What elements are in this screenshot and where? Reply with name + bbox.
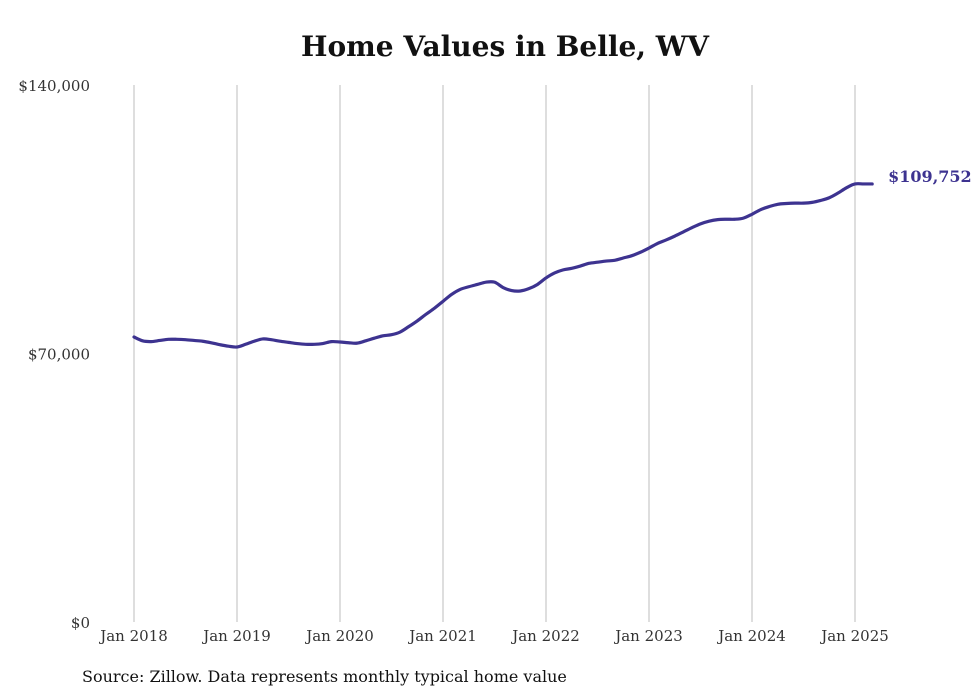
x-tick-label: Jan 2025 [819,627,889,645]
source-note: Source: Zillow. Data represents monthly … [82,667,567,686]
vertical-gridlines [133,85,856,622]
data-labels: $109,752 [888,167,972,186]
x-tick-label: Jan 2018 [98,627,168,645]
x-tick-label: Jan 2023 [613,627,683,645]
series-layer [132,182,874,349]
x-tick-label: Jan 2022 [510,627,580,645]
x-tick-label: Jan 2021 [407,627,477,645]
x-axis-tick-labels: Jan 2018 Jan 2019 Jan 2020 Jan 2021 Jan 2022… [98,627,889,645]
y-tick-label: $0 [71,614,90,632]
y-tick-label: $140,000 [18,77,90,95]
chart-title: Home Values in Belle, WV [301,30,709,63]
x-tick-label: Jan 2019 [201,627,271,645]
x-tick-label: Jan 2024 [716,627,786,645]
y-tick-label: $70,000 [28,346,90,364]
x-tick-label: Jan 2020 [304,627,374,645]
y-axis-tick-labels: $0 $70,000 $140,000 [18,77,90,632]
series-line [132,182,874,349]
end-value-label: $109,752 [888,167,972,186]
